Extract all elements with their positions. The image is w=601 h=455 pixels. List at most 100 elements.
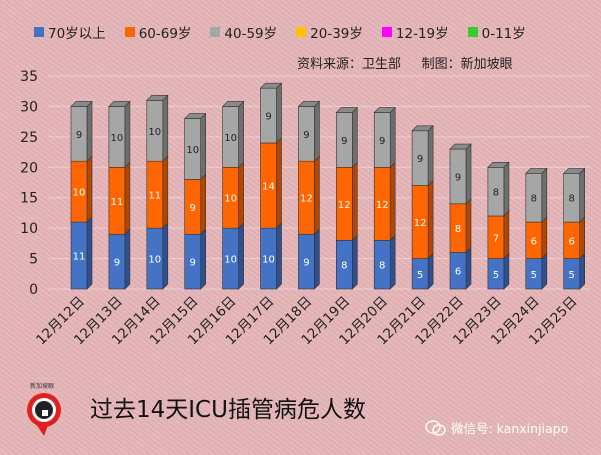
data-label: 14 bbox=[262, 182, 275, 193]
data-label: 10 bbox=[224, 255, 237, 266]
data-label: 12 bbox=[376, 200, 389, 211]
bar-side bbox=[200, 112, 206, 181]
bar-side bbox=[579, 252, 586, 290]
svg-text:新加坡眼: 新加坡眼 bbox=[30, 382, 54, 390]
y-tick-label: 20 bbox=[20, 160, 38, 176]
bar-top bbox=[562, 168, 586, 174]
bar-side bbox=[238, 100, 244, 169]
data-label: 8 bbox=[531, 194, 537, 205]
bar-side bbox=[86, 155, 93, 223]
legend-item: 70岁以上 bbox=[34, 22, 106, 42]
data-label: 9 bbox=[190, 203, 196, 214]
data-label: 10 bbox=[224, 133, 237, 144]
bar-side bbox=[541, 167, 548, 223]
bar-side bbox=[238, 222, 244, 290]
bar-side bbox=[162, 94, 169, 162]
bar-side bbox=[389, 161, 396, 242]
bar-top bbox=[221, 101, 245, 107]
bar-side bbox=[276, 137, 282, 229]
legend-swatch bbox=[381, 27, 392, 37]
legend-swatch bbox=[210, 27, 221, 37]
bar-side bbox=[124, 100, 131, 169]
data-label: 9 bbox=[190, 258, 196, 269]
legend-item: 40-59岁 bbox=[210, 22, 277, 42]
data-label: 6 bbox=[531, 236, 537, 247]
data-label: 7 bbox=[493, 233, 499, 244]
data-label: 9 bbox=[303, 258, 309, 269]
logo: 新加坡眼 bbox=[22, 380, 72, 446]
bar-side bbox=[314, 100, 320, 162]
y-tick-label: 35 bbox=[20, 69, 38, 85]
legend-label: 20-39岁 bbox=[310, 26, 363, 42]
chart-title: 过去14天ICU插管病危人数 bbox=[90, 397, 366, 423]
bar-side bbox=[541, 252, 548, 290]
data-label: 10 bbox=[148, 127, 161, 138]
bar-top bbox=[525, 168, 548, 174]
wechat-id: 微信号: kanxinjiapo bbox=[451, 421, 569, 436]
bar-top bbox=[108, 101, 131, 107]
wechat-icon bbox=[425, 419, 446, 436]
bar-side bbox=[427, 179, 434, 260]
data-label: 9 bbox=[303, 130, 309, 141]
data-label: 6 bbox=[569, 236, 575, 247]
bar-side bbox=[351, 106, 358, 169]
data-label: 11 bbox=[73, 252, 86, 263]
data-label: 5 bbox=[493, 270, 499, 281]
bar-side bbox=[162, 155, 169, 229]
data-label: 9 bbox=[417, 154, 423, 165]
bar-top bbox=[183, 113, 207, 119]
data-label: 5 bbox=[569, 270, 575, 281]
legend-swatch bbox=[296, 27, 307, 37]
bar-side bbox=[200, 173, 206, 235]
bar-side bbox=[276, 222, 282, 290]
legend-item: 20-39岁 bbox=[296, 22, 363, 42]
bar-side bbox=[427, 252, 434, 290]
data-label: 9 bbox=[114, 258, 120, 269]
stacked-bar-chart: 051015202530351110912月12日9111012月13日1011… bbox=[20, 69, 590, 348]
bar-side bbox=[238, 161, 244, 229]
bar-top bbox=[259, 82, 283, 89]
legend: 70岁以上 60-69岁 40-59岁 20-39岁 12-19岁 0-11岁 bbox=[34, 22, 545, 42]
bar-side bbox=[124, 228, 131, 290]
bar-side bbox=[465, 246, 472, 290]
data-label: 10 bbox=[262, 255, 275, 266]
legend-label: 70岁以上 bbox=[48, 26, 106, 42]
bar-side bbox=[503, 161, 510, 217]
bar-top bbox=[449, 143, 472, 150]
bar-side bbox=[86, 100, 93, 162]
data-label: 9 bbox=[455, 172, 461, 183]
data-label: 6 bbox=[455, 267, 461, 278]
bar-side bbox=[86, 216, 93, 290]
bar-top bbox=[146, 95, 169, 101]
bar-side bbox=[389, 234, 396, 290]
legend-item: 0-11岁 bbox=[467, 22, 526, 42]
bar-top bbox=[70, 101, 93, 107]
data-label: 5 bbox=[531, 270, 537, 281]
legend-swatch bbox=[124, 27, 135, 37]
data-label: 8 bbox=[341, 261, 347, 272]
bar-side bbox=[579, 216, 586, 260]
bar-top bbox=[487, 161, 510, 168]
data-label: 10 bbox=[111, 133, 124, 144]
data-label: 12 bbox=[414, 218, 427, 229]
bar-side bbox=[200, 228, 206, 290]
bar-side bbox=[124, 161, 131, 235]
source-note: 资料来源：卫生部 制图：新加坡眼 bbox=[297, 57, 513, 72]
legend-label: 12-19岁 bbox=[395, 26, 449, 42]
data-label: 10 bbox=[148, 255, 161, 266]
data-label: 8 bbox=[493, 188, 499, 199]
y-tick-label: 5 bbox=[29, 252, 38, 268]
bar-side bbox=[503, 252, 510, 290]
bar-side bbox=[465, 198, 472, 254]
data-label: 8 bbox=[569, 194, 575, 205]
bar-side bbox=[427, 125, 434, 187]
bar-side bbox=[314, 228, 320, 290]
bar-side bbox=[351, 161, 358, 242]
data-label: 10 bbox=[186, 145, 199, 156]
bar-side bbox=[314, 155, 320, 235]
y-tick-label: 30 bbox=[20, 99, 38, 115]
legend-label: 0-11岁 bbox=[481, 26, 526, 42]
bar-side bbox=[162, 222, 169, 290]
data-label: 10 bbox=[224, 194, 237, 205]
data-label: 11 bbox=[111, 197, 124, 208]
